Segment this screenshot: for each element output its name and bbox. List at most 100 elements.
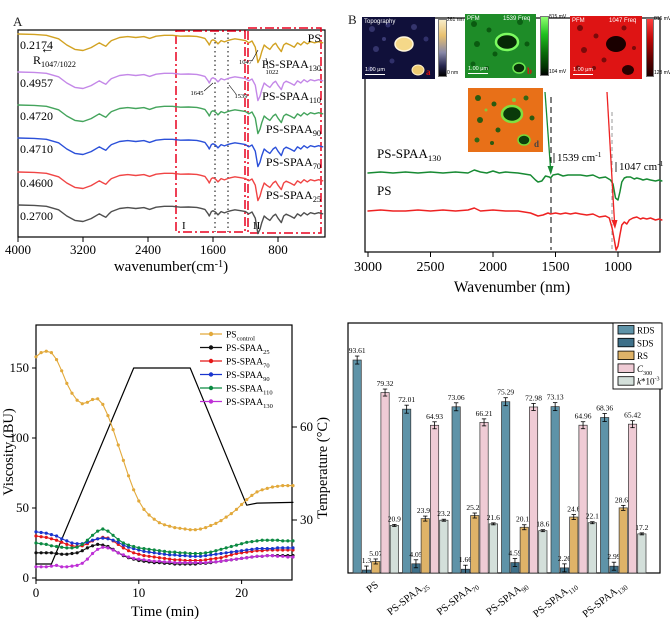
temperature-profile-line — [35, 367, 294, 565]
svg-text:72.01: 72.01 — [398, 395, 415, 404]
pfm-1539-title: PFM — [467, 16, 480, 22]
bar-k-10-3-1 — [439, 519, 449, 574]
svg-text:PS: PS — [308, 31, 321, 45]
category-labels: PS PS-SPAA25 PS-SPAA70 PS-SPAA90 PS-SPAA110 P… — [365, 579, 630, 621]
bar-rs-3 — [519, 526, 529, 574]
x-axis: 3000 2500 2000 1500 1000 Wavenumber (nm) — [354, 252, 632, 296]
topography-scalebar: 1.00 μm — [365, 67, 385, 75]
viscosity-curve-ps-spaa110 — [34, 527, 295, 556]
topography-letter: a — [426, 67, 431, 77]
panel-a-letter: A — [13, 14, 23, 29]
svg-text:PS: PS — [365, 580, 381, 596]
svg-text:Temperature (°C): Temperature (°C) — [315, 417, 331, 519]
bar-k-10-3-4 — [587, 522, 597, 574]
peak-callouts: 1047 1022 1645 1539 — [191, 49, 279, 100]
svg-text:0.2700: 0.2700 — [20, 209, 53, 223]
bar-c300-4 — [578, 424, 588, 574]
svg-text:150: 150 — [10, 360, 30, 375]
svg-text:0.2174: 0.2174 — [20, 38, 53, 52]
ftir-curve-ps-spaa90 — [17, 137, 324, 168]
bar-rds-5 — [600, 417, 610, 574]
bar-rds-2 — [451, 406, 461, 574]
svg-text:65.42: 65.42 — [624, 411, 641, 420]
bar-rs-1 — [420, 518, 430, 574]
svg-text:22.1: 22.1 — [586, 512, 599, 521]
bar-c300-0 — [380, 392, 390, 574]
pfm-1047-title: PFM — [572, 18, 585, 24]
svg-text:PS-SPAA70: PS-SPAA70 — [435, 579, 481, 619]
panel-b-chart: 3000 2500 2000 1500 1000 Wavenumber (nm) PS-SP… — [354, 17, 664, 296]
bar-k-10-3-0 — [389, 525, 399, 574]
svg-text:2000: 2000 — [479, 260, 507, 275]
svg-text:0: 0 — [33, 585, 40, 600]
pfm-1047-scalebar: 1.00 μm — [573, 67, 593, 75]
svg-text:5.07: 5.07 — [369, 549, 382, 558]
svg-text:1047: 1047 — [239, 59, 253, 66]
bar-k-10-3-5 — [637, 533, 647, 574]
svg-text:23.2: 23.2 — [437, 509, 450, 518]
svg-text:0.4600: 0.4600 — [20, 176, 53, 190]
overlay-image — [468, 88, 543, 152]
topography-image — [362, 17, 435, 79]
bar-rds-0 — [352, 359, 362, 574]
panel-b-letter: B — [348, 12, 357, 27]
svg-text:28.63: 28.63 — [615, 495, 632, 504]
panel-b-afm-ir: B 3000 2500 2000 1500 1000 Wavenumber (nm) PS-… — [335, 0, 670, 310]
svg-text:PS-SPAA25: PS-SPAA25 — [386, 579, 432, 619]
svg-text:4.05: 4.05 — [409, 550, 422, 559]
svg-text:24.6: 24.6 — [567, 505, 580, 514]
svg-text:PS-SPAA130: PS-SPAA130 — [377, 146, 442, 163]
bar-rds-1 — [402, 408, 412, 574]
bar-c300-1 — [430, 424, 440, 574]
svg-text:PScontrol: PScontrol — [226, 331, 255, 343]
svg-text:20: 20 — [235, 585, 248, 600]
inset-pfm-1539: PFM 1539 Freq 1.00 μm b 815 mV 104 mV — [465, 14, 566, 80]
svg-text:PS-SPAA25: PS-SPAA25 — [266, 188, 321, 204]
bar-rs-5 — [618, 507, 628, 574]
svg-text:17.2: 17.2 — [635, 523, 648, 532]
svg-text:2.99: 2.99 — [607, 552, 620, 561]
inset-pfm-1047: PFM 1047 Freq 1.00 μm c 816 mV 123 mV — [570, 16, 670, 82]
svg-text:72.98: 72.98 — [525, 393, 542, 402]
bar-series-rs: 5.07 23.92 25.27 20.11 24.6 28.63 — [369, 495, 632, 574]
axes: 0 50 100 150 30 60 0 10 20 Time (min) Viscosity (B… — [1, 360, 331, 620]
svg-text:4.59: 4.59 — [508, 549, 521, 558]
pfm-1047-freq: 1047 Freq — [609, 18, 637, 24]
svg-text:30: 30 — [300, 512, 313, 527]
bar-rds-4 — [550, 406, 560, 574]
svg-text:PS-SPAA90: PS-SPAA90 — [485, 579, 531, 619]
svg-text:PS-SPAA110: PS-SPAA110 — [226, 385, 273, 397]
bar-series-k-10-3: 20.9 23.2 21.6 18.6 22.1 17.2 — [388, 509, 649, 574]
pfm-1539-scalebar: 1.00 μm — [468, 66, 488, 74]
svg-text:1047 cm-1: 1047 cm-1 — [619, 159, 664, 173]
viscosity-curve-ps-spaa90 — [34, 530, 295, 558]
svg-text:3200: 3200 — [70, 242, 96, 257]
svg-text:PS-SPAA70: PS-SPAA70 — [266, 155, 321, 171]
topography-cbar-min: 0 nm — [447, 70, 459, 76]
svg-text:Time (min): Time (min) — [131, 604, 199, 620]
svg-text:79.32: 79.32 — [377, 379, 394, 388]
svg-text:0: 0 — [23, 570, 30, 585]
svg-text:75.29: 75.29 — [497, 388, 514, 397]
topography-colorbar — [438, 19, 447, 77]
svg-text:PS-SPAA25: PS-SPAA25 — [226, 344, 270, 356]
svg-text:0.4957: 0.4957 — [20, 76, 53, 90]
spectrum-ps — [367, 207, 663, 251]
svg-text:20.11: 20.11 — [516, 515, 533, 524]
panel-a-ftir: A 4000 3200 2400 1600 800 wavenumber(cm-1) I II… — [0, 0, 335, 310]
svg-text:3000: 3000 — [354, 260, 382, 275]
svg-text:60: 60 — [300, 419, 313, 434]
x-axis: 4000 3200 2400 1600 800 wavenumber(cm-1) — [5, 237, 288, 275]
svg-text:1.66: 1.66 — [459, 555, 472, 564]
svg-text:PS-SPAA130: PS-SPAA130 — [226, 398, 273, 410]
svg-text:2500: 2500 — [417, 260, 445, 275]
svg-text:64.96: 64.96 — [575, 412, 592, 421]
pfm-1047-letter: c — [633, 67, 637, 77]
bar-rds-3 — [501, 401, 511, 574]
svg-text:1000: 1000 — [604, 260, 632, 275]
svg-text:PS: PS — [377, 183, 391, 198]
svg-text:4000: 4000 — [5, 242, 31, 257]
